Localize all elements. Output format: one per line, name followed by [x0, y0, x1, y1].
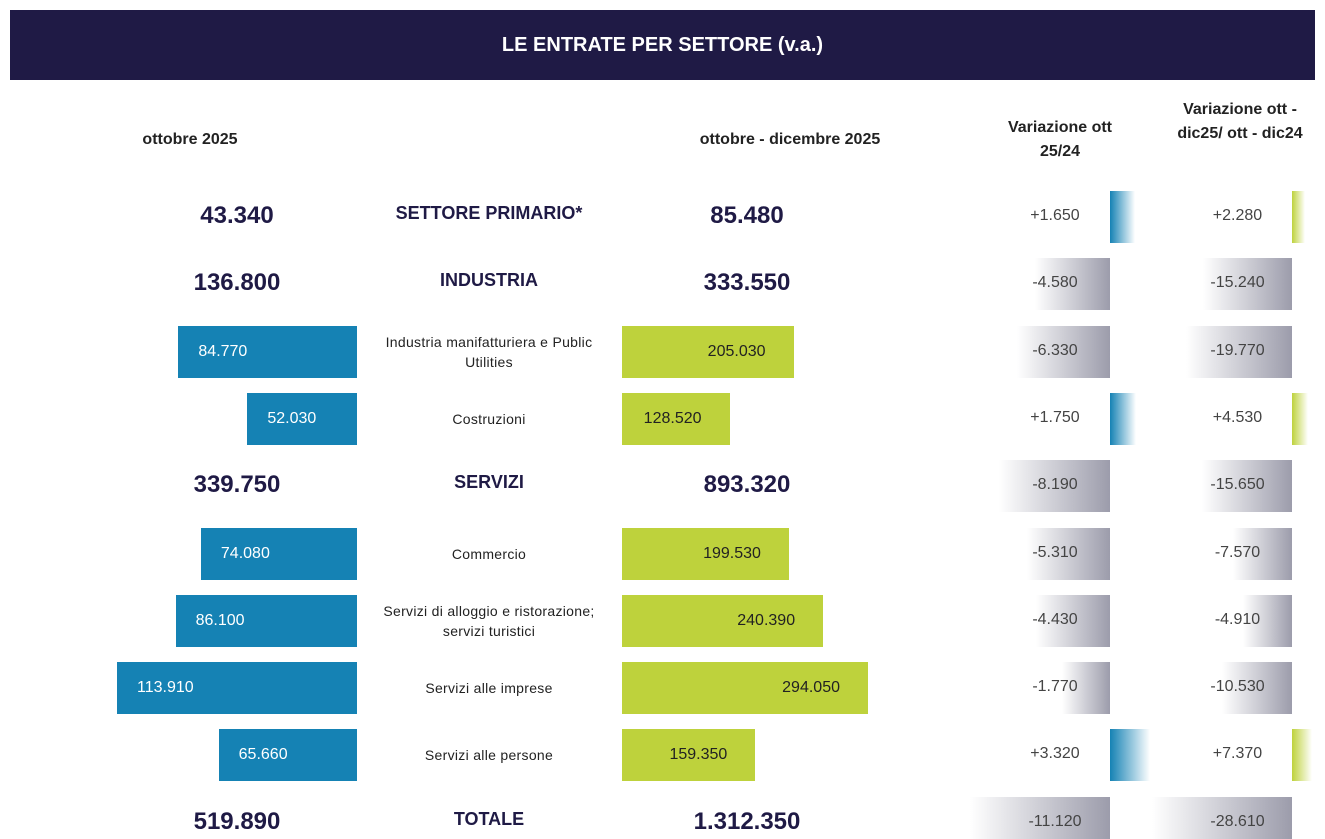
bar: 294.050	[622, 662, 868, 715]
variation-bar	[1036, 594, 1110, 647]
value: 136.800	[193, 269, 281, 297]
variation-bar	[1152, 796, 1292, 839]
bar: 65.660	[218, 729, 357, 782]
bar: 240.390	[622, 594, 824, 647]
variation-bar	[970, 796, 1110, 839]
row-label: SETTORE PRIMARIO*	[395, 203, 583, 223]
variation-value: -15.650	[1210, 476, 1265, 494]
variation-value: +3.320	[1030, 745, 1080, 763]
header: LE ENTRATE PER SETTORE (v.a.)	[10, 10, 1315, 80]
variation-value: +1.650	[1030, 207, 1080, 224]
row-label: Commercio	[451, 545, 527, 562]
bar: 128.520	[622, 392, 730, 445]
bar: 205.030	[622, 325, 794, 378]
value: 333.550	[703, 269, 791, 297]
bar: 199.530	[622, 527, 789, 580]
bar: 84.770	[178, 325, 357, 378]
variation-value: -6.330	[1032, 341, 1078, 359]
variation-bar	[1232, 527, 1292, 580]
row-label: SERVIZI	[454, 472, 524, 493]
variation-bar	[1027, 527, 1110, 580]
variation-value: -4.580	[1032, 274, 1078, 292]
variation-value: -11.120	[1028, 812, 1082, 830]
row-label: TOTALE	[453, 808, 525, 829]
variation-bar	[1201, 460, 1292, 513]
variation-value: -4.430	[1032, 610, 1078, 628]
variation-value: -4.910	[1214, 610, 1261, 628]
variation-bar	[1243, 594, 1292, 647]
variation-value: -1.770	[1032, 678, 1078, 696]
variation-value: +7.370	[1212, 745, 1263, 763]
variation-value: -10.530	[1210, 678, 1265, 696]
column-header: Variazione ott 25/24	[1007, 119, 1113, 160]
variation-bar	[1034, 258, 1110, 311]
column-header: ottobre - dicembre 2025	[699, 131, 881, 148]
variation-value: -19.770	[1210, 341, 1265, 359]
variation-bar	[1110, 191, 1135, 243]
bar: 74.080	[200, 527, 357, 580]
variation-bar	[1017, 325, 1110, 378]
variation-bar	[1292, 191, 1306, 243]
row-label: Industria manifatturiera e Public Utilit…	[385, 333, 593, 370]
value: 1.312.350	[693, 807, 801, 835]
value: 43.340	[200, 202, 274, 229]
bar: 86.100	[175, 594, 357, 647]
variation-bar	[1292, 392, 1309, 445]
row-label: Servizi alle persone	[424, 747, 554, 764]
variation-bar	[1203, 258, 1292, 311]
variation-bar	[998, 460, 1110, 513]
column-header: Variazione ott - dic25/ ott - dic24	[1177, 101, 1303, 142]
variation-value: +2.280	[1212, 207, 1263, 224]
row-label: Servizi alle imprese	[425, 680, 553, 697]
variation-bar	[1221, 662, 1292, 715]
row-label: Servizi di alloggio e ristorazione; serv…	[383, 602, 595, 639]
variation-value: -7.570	[1214, 543, 1261, 561]
bar: 52.030	[247, 392, 357, 445]
column-header: ottobre 2025	[142, 131, 238, 148]
row-label: INDUSTRIA	[440, 270, 538, 291]
variation-bar	[1292, 729, 1312, 782]
row-label: Costruzioni	[452, 410, 526, 427]
variation-value: +4.530	[1212, 408, 1263, 426]
bar: 113.910	[117, 662, 357, 715]
variation-value: -28.610	[1210, 812, 1265, 830]
value: 519.890	[193, 807, 281, 835]
variation-bar	[1185, 325, 1292, 378]
variation-value: -8.190	[1032, 476, 1078, 494]
variation-value: +1.750	[1030, 408, 1080, 426]
variation-bar	[1062, 662, 1110, 715]
value: 893.320	[703, 471, 791, 499]
value: 85.480	[710, 202, 784, 229]
value: 339.750	[193, 471, 281, 499]
bar: 159.350	[622, 729, 756, 782]
variation-bar	[1110, 729, 1150, 782]
variation-value: -5.310	[1032, 543, 1078, 561]
variation-bar	[1110, 392, 1136, 445]
variation-value: -15.240	[1210, 274, 1265, 292]
